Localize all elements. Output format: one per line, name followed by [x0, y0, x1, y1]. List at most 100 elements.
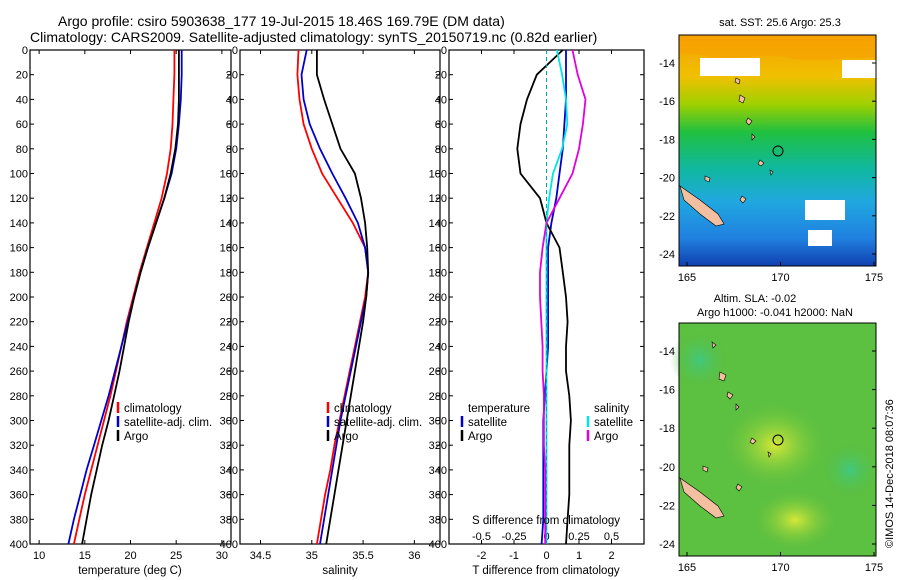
depth-tick-label: 0 [232, 45, 238, 57]
depth-ticks-temperature: 0 20 40 60 80 100 120 140 160 180 200 220 240 260 280 3… [10, 45, 231, 551]
lat-tick-label: -18 [659, 134, 675, 146]
salinity-axes [239, 49, 441, 545]
depth-tick-label: 120 [220, 193, 238, 205]
temperature-panel: 0 20 40 60 80 100 120 140 160 180 200 220 240 260 280 3… [10, 45, 232, 577]
sst-map-title: sat. SST: 25.6 Argo: 25.3 [719, 17, 841, 29]
lat-tick-label: -18 [659, 423, 675, 435]
depth-tick-label: 340 [220, 465, 238, 477]
sst-new-caledonia [679, 185, 725, 227]
depth-tick-label: 380 [10, 514, 28, 526]
x-tick-label: 10 [33, 550, 45, 562]
difference-panel: 0204060801001201401601802002202402602803… [429, 45, 645, 577]
s-diff-tick-label: -0.25 [501, 531, 526, 543]
depth-tick-label: 280 [10, 391, 28, 403]
depth-tick-label: 360 [220, 490, 238, 502]
x-tick-label: 34.5 [250, 550, 271, 562]
title-line1: Argo profile: csiro 5903638_177 19-Jul-2… [58, 13, 505, 29]
salinity-panel: 0 20 40 60 80 100 120 140 160 180 200 220 240 260 280 3… [220, 45, 441, 577]
depth-tick-label: 240 [429, 341, 447, 353]
lat-tick-label: -20 [659, 462, 675, 474]
legend-t-satellite-label: satellite [468, 417, 507, 429]
depth-tick-label: 20 [226, 70, 238, 82]
s-diff-tick-label: -0.5 [472, 531, 491, 543]
legend-climatology-label: climatology [334, 403, 392, 415]
legend-t-argo-label: Argo [468, 431, 492, 443]
sst-cloud-gap [842, 60, 876, 78]
series-line-t-satellite [540, 50, 567, 545]
depth-tick-label: 40 [226, 94, 238, 106]
depth-tick-label: 240 [220, 341, 238, 353]
depth-tick-label: 200 [10, 292, 28, 304]
sla-islands [702, 341, 772, 492]
depth-tick-label: 400 [10, 539, 28, 551]
depth-tick-label: 80 [226, 144, 238, 156]
depth-tick-label: 220 [429, 317, 447, 329]
t-diff-xlabel: T difference from climatology [472, 565, 619, 577]
x-tick-label: 30 [216, 550, 228, 562]
x-ticks-temperature: 10 15 20 25 30 [33, 50, 228, 562]
x-tick-label: 20 [124, 550, 136, 562]
depth-tick-label: 300 [429, 416, 447, 428]
salinity-series [296, 49, 370, 545]
s-diff-tick-label: 0.5 [604, 531, 619, 543]
x-ticks-salinity: 34.5 35 35.5 36 [250, 50, 420, 562]
lon-tick-label: 175 [865, 562, 883, 574]
depth-tick-label: 160 [429, 243, 447, 255]
lat-tick-label: -14 [659, 58, 675, 70]
depth-tick-label: 140 [429, 218, 447, 230]
sst-lon-ticks: 165 170 175 [678, 262, 883, 284]
series-line-s-argo [539, 49, 587, 544]
depth-tick-label: 100 [429, 169, 447, 181]
depth-tick-label: 300 [220, 416, 238, 428]
depth-tick-label: 360 [429, 490, 447, 502]
depth-tick-label: 60 [435, 119, 447, 131]
temperature-series [67, 50, 183, 545]
lon-tick-label: 170 [771, 272, 789, 284]
sst-cloud-gap [700, 58, 760, 76]
legend-satellite-label: satellite-adj. clim. [124, 417, 212, 429]
depth-tick-label: 80 [435, 144, 447, 156]
sst-lat-ticks: -14 -16 -18 -20 -22 -24 [659, 58, 876, 261]
x-tick-label: 35.5 [352, 550, 373, 562]
depth-tick-label: 360 [10, 490, 28, 502]
x-tick-label: 35 [306, 550, 318, 562]
sla-high-anomaly [750, 488, 840, 552]
depth-tick-label: 120 [429, 193, 447, 205]
sla-map-title1: Altim. SLA: -0.02 [714, 293, 797, 305]
s-diff-tick-label: 0.25 [568, 531, 589, 543]
depth-tick-label: 120 [10, 193, 28, 205]
x-tick-label: 1 [576, 550, 582, 562]
lon-tick-label: 165 [678, 562, 696, 574]
temperature-axes [29, 49, 232, 545]
lat-tick-label: -24 [659, 539, 675, 551]
depth-tick-label: 200 [220, 292, 238, 304]
sst-map: sat. SST: 25.6 Argo: 25.3 -14 -16 -18 -20 -2… [659, 17, 883, 284]
imos-stamp: ©IMOS 14-Dec-2018 08:07:36 [884, 399, 896, 548]
lat-tick-label: -22 [659, 211, 675, 223]
difference-legend: temperature satellite Argo salinity sate… [460, 403, 633, 443]
x-tick-label: 2 [608, 550, 614, 562]
depth-tick-label: 40 [435, 94, 447, 106]
lat-tick-label: -16 [659, 96, 675, 108]
depth-tick-label: 400 [220, 539, 238, 551]
depth-tick-label: 180 [220, 267, 238, 279]
sst-warm-band [679, 35, 876, 61]
x-tick-label: -2 [477, 550, 487, 562]
depth-tick-label: 280 [220, 391, 238, 403]
salinity-legend: climatology satellite-adj. clim. Argo [326, 402, 422, 443]
sla-argo-location [772, 434, 784, 446]
depth-tick-label: 200 [429, 292, 447, 304]
depth-tick-label: 140 [10, 218, 28, 230]
depth-tick-label: 260 [10, 366, 28, 378]
depth-tick-label: 140 [220, 218, 238, 230]
series-line-climatology [73, 50, 176, 545]
sla-high-anomaly [720, 400, 830, 490]
lat-tick-label: -16 [659, 385, 675, 397]
depth-tick-label: 20 [16, 70, 28, 82]
legend-s-argo-label: Argo [594, 431, 618, 443]
legend-temperature-heading: temperature [468, 403, 530, 415]
x-tick-label: 36 [408, 550, 420, 562]
sst-cloud-gap [808, 230, 832, 246]
lon-tick-label: 165 [678, 272, 696, 284]
depth-tick-label: 160 [220, 243, 238, 255]
